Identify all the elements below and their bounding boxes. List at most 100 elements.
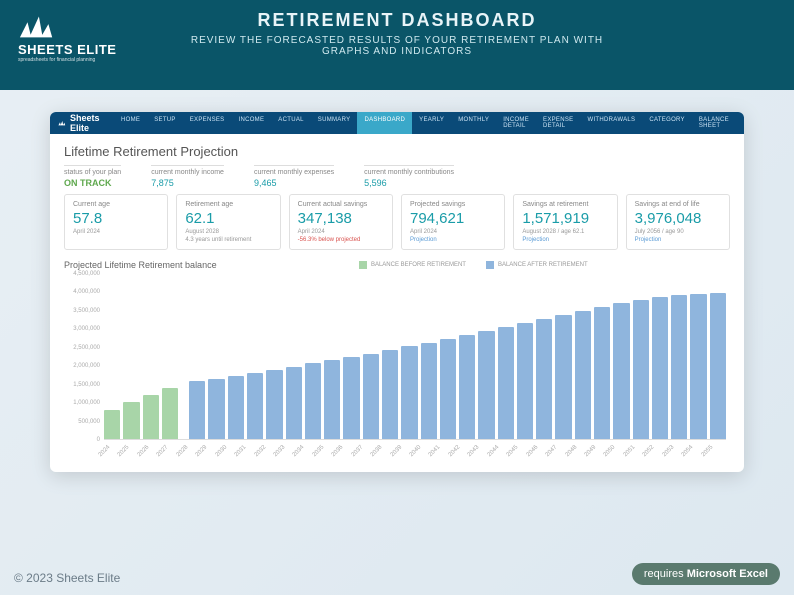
chart-bar: [162, 388, 178, 439]
stat-card: Savings at end of life3,976,048July 2056…: [626, 194, 730, 250]
stat-label: Current actual savings: [298, 201, 384, 208]
nav-tab-actual[interactable]: ACTUAL: [271, 112, 310, 134]
chart-bar: [613, 303, 629, 439]
logo-icon: [18, 12, 56, 40]
nav-tab-monthly[interactable]: MONTHLY: [451, 112, 496, 134]
nav-tab-balance-sheet[interactable]: BALANCE SHEET: [692, 112, 736, 134]
footer-copyright: © 2023 Sheets Elite: [14, 571, 120, 585]
summary-value: 7,875: [151, 178, 224, 188]
stat-value: 3,976,048: [635, 210, 721, 227]
stat-value: 57.8: [73, 210, 159, 227]
brand-logo: SHEETS ELITE spreadsheets for financial …: [18, 12, 116, 63]
stat-card: Projected savings 794,621 April 2024 Projec…: [401, 194, 505, 250]
stat-card: Savings at retirement1,571,919August 202…: [513, 194, 617, 250]
chart-bar: [498, 327, 514, 439]
balance-chart: 4,500,0004,000,0003,500,0003,000,0002,50…: [64, 274, 730, 464]
stat-card: Retirement age62.1August 20284.3 years u…: [176, 194, 280, 250]
chart-bar: [575, 311, 591, 439]
summary-current-monthly-contributions: current monthly contributions5,596: [364, 165, 454, 188]
stat-sub2: 4.3 years until retirement: [185, 237, 271, 243]
chart-bar: [421, 343, 437, 439]
y-tick: 4,000,000: [73, 289, 100, 295]
chart-bar: [652, 297, 668, 439]
chart-bar: [382, 350, 398, 439]
legend-item: BALANCE BEFORE RETIREMENT: [359, 261, 466, 269]
chart-bar: [401, 346, 417, 439]
hero-subtitle: REVIEW THE FORECASTED RESULTS OF YOUR RE…: [0, 35, 794, 57]
footer-badge: requires Microsoft Excel: [632, 563, 780, 585]
chart-bar: [104, 410, 120, 439]
chart-plot: [104, 274, 726, 440]
nav-tab-yearly[interactable]: YEARLY: [412, 112, 451, 134]
summary-label: status of your plan: [64, 169, 121, 176]
chart-bar: [633, 300, 649, 439]
nav-tab-withdrawals[interactable]: WITHDRAWALS: [580, 112, 642, 134]
nav-tab-income-detail[interactable]: INCOME DETAIL: [496, 112, 536, 134]
chart-y-axis: 4,500,0004,000,0003,500,0003,000,0002,50…: [64, 274, 102, 440]
nav-tab-expenses[interactable]: EXPENSES: [183, 112, 232, 134]
nav-tab-summary[interactable]: SUMMARY: [311, 112, 358, 134]
summary-value: ON TRACK: [64, 178, 121, 188]
chart-bar: [536, 319, 552, 439]
summary-label: current monthly expenses: [254, 169, 334, 176]
stat-sub1: April 2024: [73, 229, 159, 235]
stat-card: Current actual savings 347,138 April 2024 -…: [289, 194, 393, 250]
summary-row: status of your plan ON TRACK current month…: [64, 165, 730, 188]
stat-sub2: Projection: [522, 237, 608, 243]
nav-tab-home[interactable]: HOME: [114, 112, 147, 134]
chart-bar: [228, 376, 244, 439]
summary-label: current monthly income: [151, 169, 224, 176]
chart-bar: [555, 315, 571, 439]
y-tick: 3,500,000: [73, 308, 100, 314]
y-tick: 0: [97, 437, 100, 443]
summary-value: 5,596: [364, 178, 454, 188]
stat-label: Savings at end of life: [635, 201, 721, 208]
summary-current-monthly-income: current monthly income 7,875: [151, 165, 224, 188]
logo-title: SHEETS ELITE: [18, 42, 116, 57]
chart-bar: [710, 293, 726, 439]
legend-swatch: [486, 261, 494, 269]
stat-value: 794,621: [410, 210, 496, 227]
stat-value: 347,138: [298, 210, 384, 227]
y-tick: 3,000,000: [73, 326, 100, 332]
chart-bar: [594, 307, 610, 439]
logo-subtitle: spreadsheets for financial planning: [18, 57, 95, 63]
nav-tab-expense-detail[interactable]: EXPENSE DETAIL: [536, 112, 580, 134]
hero-banner: SHEETS ELITE spreadsheets for financial …: [0, 0, 794, 90]
stat-sub1: April 2024: [410, 229, 496, 235]
chart-bar: [690, 294, 706, 439]
stat-sub2: Projection: [410, 237, 496, 243]
nav-tab-category[interactable]: CATEGORY: [642, 112, 692, 134]
stat-sub1: April 2024: [298, 229, 384, 235]
stat-label: Current age: [73, 201, 159, 208]
legend-swatch: [359, 261, 367, 269]
nav-bar: Sheets Elite HOMESETUPEXPENSESINCOMEACTU…: [50, 112, 744, 134]
chart-bar: [143, 395, 159, 439]
chart-legend: BALANCE BEFORE RETIREMENT BALANCE AFTER R…: [217, 261, 730, 269]
y-tick: 2,000,000: [73, 363, 100, 369]
stat-sub2: Projection: [635, 237, 721, 243]
y-tick: 500,000: [78, 419, 100, 425]
footer-badge-prefix: requires: [644, 568, 687, 580]
nav-tab-dashboard[interactable]: DASHBOARD: [357, 112, 412, 134]
x-tick: 2055: [698, 442, 729, 472]
chart-bar: [208, 379, 224, 440]
stat-label: Savings at retirement: [522, 201, 608, 208]
nav-tab-income[interactable]: INCOME: [231, 112, 271, 134]
y-tick: 4,500,000: [73, 271, 100, 277]
chart-bar: [363, 354, 379, 439]
chart-bar: [123, 402, 139, 439]
footer-badge-bold: Microsoft Excel: [687, 568, 768, 580]
chart-title: Projected Lifetime Retirement balance: [64, 260, 217, 270]
summary-status-of-your-plan: status of your plan ON TRACK: [64, 165, 121, 188]
chart-bar: [305, 363, 321, 439]
hero-title: RETIREMENT DASHBOARD: [0, 0, 794, 31]
nav-brand: Sheets Elite: [58, 113, 104, 133]
chart-bar: [189, 381, 205, 439]
legend-item: BALANCE AFTER RETIREMENT: [486, 261, 588, 269]
chart-bar: [343, 357, 359, 439]
stat-sub2: -56.3% below projected: [298, 237, 384, 243]
nav-tab-setup[interactable]: SETUP: [147, 112, 183, 134]
stat-card: Current age 57.8 April 2024: [64, 194, 168, 250]
stat-label: Projected savings: [410, 201, 496, 208]
